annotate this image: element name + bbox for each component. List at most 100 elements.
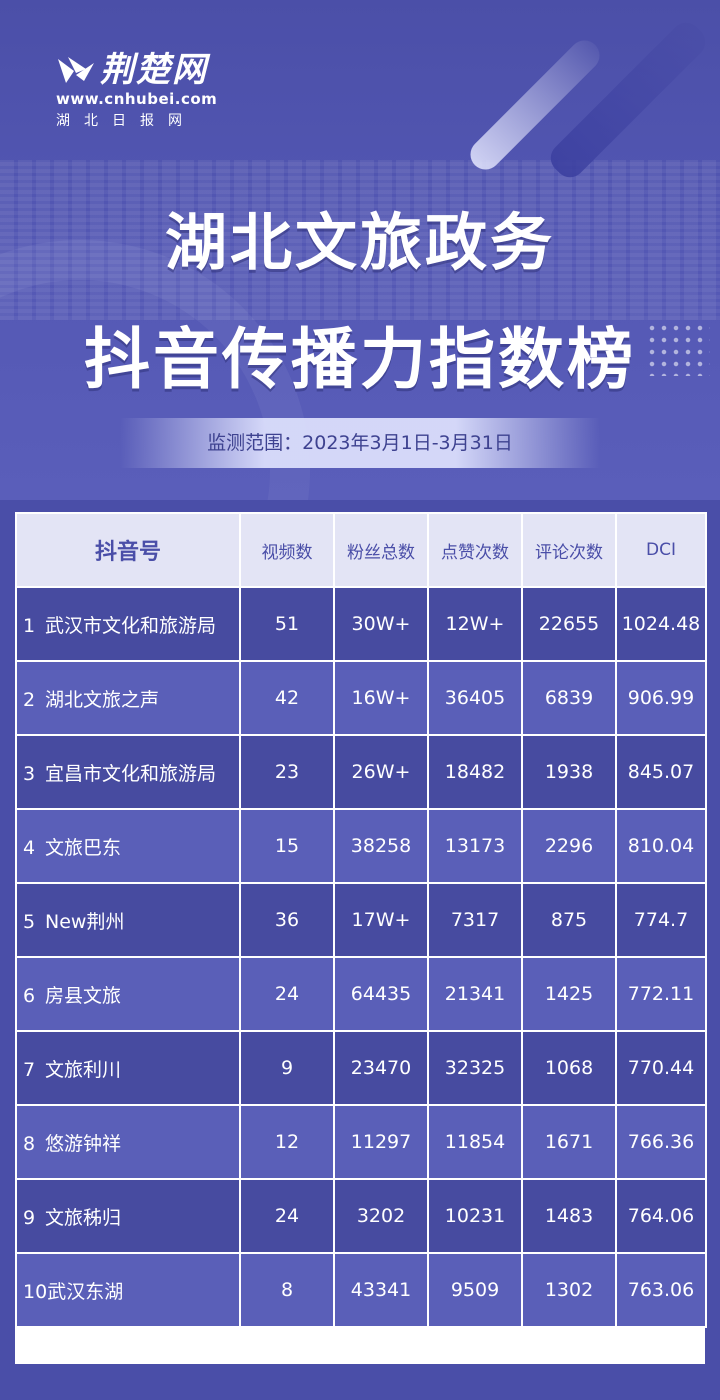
cell-likes: 10231 [427, 1178, 523, 1254]
bird-logo-icon [56, 55, 96, 85]
dot-grid-decoration [646, 322, 710, 376]
monitor-range: 监测范围：2023年3月1日-3月31日 [120, 418, 600, 468]
rank-number: 3 [23, 762, 36, 785]
cell-dci: 774.7 [615, 882, 707, 958]
rank-number: 7 [23, 1058, 36, 1081]
cell-videos: 8 [239, 1252, 335, 1328]
cell-likes: 13173 [427, 808, 523, 884]
account-name: 湖北文旅之声 [45, 688, 160, 711]
cell-videos: 9 [239, 1030, 335, 1106]
page-title-line2: 抖音传播力指数榜 [84, 321, 636, 398]
cell-account: 5 New荆州 [15, 882, 241, 958]
table-row: 2 湖北文旅之声 42 16W+ 36405 6839 906.99 [15, 660, 707, 736]
cell-videos: 15 [239, 808, 335, 884]
cell-fans: 23470 [333, 1030, 429, 1106]
table-header-row: 抖音号 视频数 粉丝总数 点赞次数 评论次数 DCI [15, 512, 707, 588]
cell-fans: 38258 [333, 808, 429, 884]
account-name: 文旅秭归 [45, 1206, 122, 1229]
rank-number: 4 [23, 836, 36, 859]
brand-url: www.cnhubei.com [56, 90, 218, 108]
cell-likes: 7317 [427, 882, 523, 958]
column-header-likes: 点赞次数 [427, 512, 523, 588]
cell-comments: 1425 [521, 956, 617, 1032]
cell-account: 4 文旅巴东 [15, 808, 241, 884]
cell-account: 10武汉东湖 [15, 1252, 241, 1328]
account-name: 武汉东湖 [47, 1280, 124, 1303]
table-row: 5 New荆州 36 17W+ 7317 875 774.7 [15, 882, 707, 958]
cell-likes: 21341 [427, 956, 523, 1032]
cell-videos: 36 [239, 882, 335, 958]
cell-dci: 763.06 [615, 1252, 707, 1328]
account-name: 文旅利川 [45, 1058, 122, 1081]
cell-fans: 30W+ [333, 586, 429, 662]
cell-dci: 845.07 [615, 734, 707, 810]
brand-name: 荆楚网 [100, 50, 208, 90]
cell-account: 8 悠游钟祥 [15, 1104, 241, 1180]
table-row: 10武汉东湖 8 43341 9509 1302 763.06 [15, 1252, 707, 1328]
cell-dci: 764.06 [615, 1178, 707, 1254]
table-row: 8 悠游钟祥 12 11297 11854 1671 766.36 [15, 1104, 707, 1180]
cell-videos: 42 [239, 660, 335, 736]
cell-comments: 6839 [521, 660, 617, 736]
table-row: 1 武汉市文化和旅游局 51 30W+ 12W+ 22655 1024.48 [15, 586, 707, 662]
rank-number: 10 [23, 1280, 48, 1303]
table-row: 3 宜昌市文化和旅游局 23 26W+ 18482 1938 845.07 [15, 734, 707, 810]
cell-likes: 12W+ [427, 586, 523, 662]
cell-dci: 906.99 [615, 660, 707, 736]
account-name: 宜昌市文化和旅游局 [45, 762, 217, 785]
cell-fans: 3202 [333, 1178, 429, 1254]
account-name: 武汉市文化和旅游局 [45, 614, 217, 637]
account-name: 文旅巴东 [45, 836, 122, 859]
cell-account: 1 武汉市文化和旅游局 [15, 586, 241, 662]
cell-comments: 1938 [521, 734, 617, 810]
rank-number: 8 [23, 1132, 36, 1155]
cell-comments: 1671 [521, 1104, 617, 1180]
equalizer-background [0, 160, 720, 320]
cell-videos: 51 [239, 586, 335, 662]
column-header-dci: DCI [615, 512, 707, 588]
cell-dci: 766.36 [615, 1104, 707, 1180]
cell-dci: 810.04 [615, 808, 707, 884]
page-title-line1: 湖北文旅政务 [164, 206, 555, 279]
cell-comments: 1068 [521, 1030, 617, 1106]
cell-comments: 875 [521, 882, 617, 958]
cell-likes: 18482 [427, 734, 523, 810]
cell-videos: 23 [239, 734, 335, 810]
ranking-table: 抖音号 视频数 粉丝总数 点赞次数 评论次数 DCI 1 武汉市文化和旅游局 51 3… [15, 512, 707, 1364]
cell-fans: 11297 [333, 1104, 429, 1180]
cell-account: 3 宜昌市文化和旅游局 [15, 734, 241, 810]
cell-account: 6 房县文旅 [15, 956, 241, 1032]
cell-dci: 772.11 [615, 956, 707, 1032]
account-name: New荆州 [45, 910, 125, 933]
rank-number: 9 [23, 1206, 36, 1229]
table-row: 6 房县文旅 24 64435 21341 1425 772.11 [15, 956, 707, 1032]
footer-strip [0, 1364, 720, 1400]
cell-dci: 1024.48 [615, 586, 707, 662]
cell-videos: 12 [239, 1104, 335, 1180]
cell-likes: 11854 [427, 1104, 523, 1180]
cell-dci: 770.44 [615, 1030, 707, 1106]
table-row: 9 文旅秭归 24 3202 10231 1483 764.06 [15, 1178, 707, 1254]
rank-number: 2 [23, 688, 36, 711]
brand-logo[interactable]: 荆楚网 www.cnhubei.com 湖北日报网 [56, 52, 217, 130]
rank-number: 5 [23, 910, 36, 933]
column-header-fans: 粉丝总数 [333, 512, 429, 588]
cell-account: 9 文旅秭归 [15, 1178, 241, 1254]
cell-comments: 22655 [521, 586, 617, 662]
cell-videos: 24 [239, 1178, 335, 1254]
column-header-videos: 视频数 [239, 512, 335, 588]
header-banner: 荆楚网 www.cnhubei.com 湖北日报网 湖北文旅政务 抖音传播力指数… [0, 0, 720, 500]
cell-fans: 26W+ [333, 734, 429, 810]
cell-fans: 17W+ [333, 882, 429, 958]
cell-likes: 32325 [427, 1030, 523, 1106]
column-header-comments: 评论次数 [521, 512, 617, 588]
decorative-stripe [544, 16, 712, 184]
rank-number: 1 [23, 614, 36, 637]
account-name: 房县文旅 [45, 984, 122, 1007]
cell-comments: 2296 [521, 808, 617, 884]
cell-fans: 64435 [333, 956, 429, 1032]
cell-account: 7 文旅利川 [15, 1030, 241, 1106]
rank-number: 6 [23, 984, 36, 1007]
cell-comments: 1302 [521, 1252, 617, 1328]
cell-videos: 24 [239, 956, 335, 1032]
